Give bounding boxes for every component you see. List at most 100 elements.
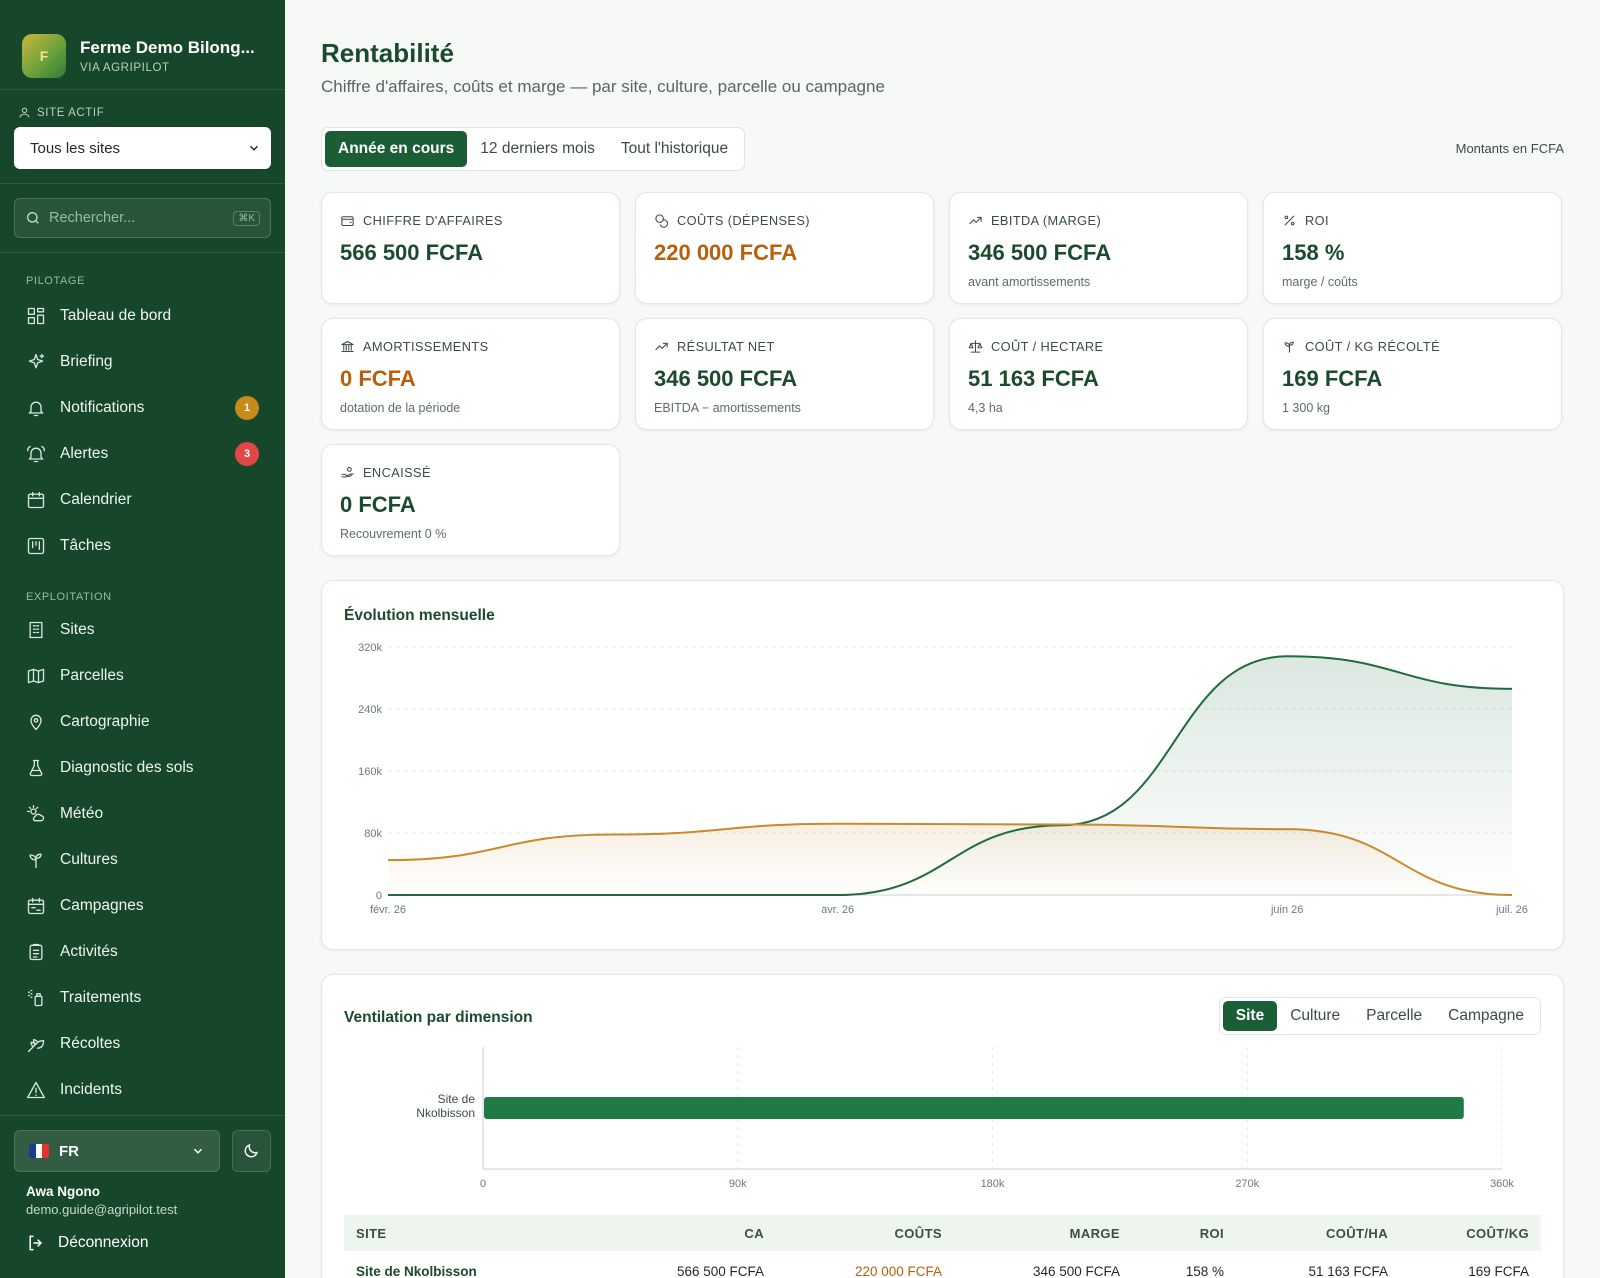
revenue-series-line[interactable] (388, 655, 1513, 896)
column-header-cout-kg[interactable]: COÛT/KG (1466, 1225, 1529, 1241)
x-tick-label: 0 (480, 1178, 486, 1190)
column-header-roi[interactable]: ROI (1199, 1225, 1224, 1241)
bell-icon (28, 401, 44, 417)
kpi-encaisse: ENCAISSÉ 0 FCFA Recouvrement 0 % (321, 444, 620, 556)
sidebar-item-taches[interactable]: Tâches (0, 523, 285, 569)
sidebar-item-parcelles[interactable]: Parcelles (0, 653, 285, 699)
sidebar-item-traitements[interactable]: Traitements (0, 975, 285, 1021)
sidebar-item-notifications[interactable]: Notifications 1 (0, 385, 285, 431)
kpi-couts: COÛTS (DÉPENSES) 220 000 FCFA (635, 192, 934, 304)
kpi-chiffre-affaires: CHIFFRE D'AFFAIRES 566 500 FCFA (321, 192, 620, 304)
cell-roi: 158 % (1185, 1263, 1224, 1278)
coins-icon (655, 214, 668, 228)
sidebar-item-label: Météo (60, 805, 104, 822)
y-category-label: Nkolbisson (416, 1106, 475, 1120)
kpi-label: COÛTS (DÉPENSES) (677, 213, 810, 228)
sidebar-item-label: Incidents (60, 1081, 123, 1098)
y-tick-label: 80k (364, 828, 382, 840)
sidebar-item-label: Traitements (60, 989, 142, 1006)
sidebar-item-meteo[interactable]: Météo (0, 791, 285, 837)
kpi-roi: ROI 158 % marge / coûts (1263, 192, 1562, 304)
sidebar-item-campagnes[interactable]: Campagnes (0, 883, 285, 929)
sidebar-item-cultures[interactable]: Cultures (0, 837, 285, 883)
user-name: Awa Ngono (26, 1184, 100, 1199)
monthly-evolution-chart: 0 80k 160k 240k 320k févr. 26 avr. 26 juin 26 ju… (358, 642, 1528, 916)
active-site-label: SITE ACTIF (14, 106, 271, 119)
sidebar-item-label: Campagnes (60, 897, 144, 914)
dimension-parcelle-button[interactable]: Parcelle (1366, 1007, 1423, 1024)
monthly-evolution-title: Évolution mensuelle (344, 607, 495, 624)
dimension-site-button[interactable]: Site (1222, 1001, 1278, 1031)
dimension-selector: Site Culture Parcelle Campagne (1218, 997, 1541, 1035)
sidebar-item-label: Parcelles (60, 667, 124, 684)
wheat-icon (27, 1039, 45, 1053)
cell-site: Site de Nkolbisson (356, 1263, 477, 1278)
logout-button[interactable]: Déconnexion (14, 1233, 271, 1253)
sidebar-item-sites[interactable]: Sites (0, 607, 285, 653)
site-select[interactable]: Tous les sites (14, 127, 271, 169)
chevron-down-icon (249, 145, 259, 151)
sidebar-item-incidents[interactable]: Incidents (0, 1067, 285, 1113)
sidebar-item-alertes[interactable]: Alertes 3 (0, 431, 285, 477)
period-all-history-button[interactable]: Tout l'historique (620, 140, 729, 157)
farm-logo: F (22, 33, 66, 78)
search-input[interactable]: Rechercher... ⌘K (14, 198, 271, 238)
kpi-value: 169 FCFA (1282, 366, 1383, 391)
sidebar-item-calendrier[interactable]: Calendrier (0, 477, 285, 523)
warning-icon (27, 1081, 45, 1099)
period-current-year-button[interactable]: Année en cours (325, 131, 468, 167)
search-block: Rechercher... ⌘K (0, 184, 285, 253)
column-header-site[interactable]: SITE (356, 1225, 387, 1241)
logout-label: Déconnexion (58, 1234, 149, 1251)
brand-header[interactable]: F Ferme Demo Bilong... VIA AGRIPILOT (0, 0, 285, 90)
column-header-couts[interactable]: COÛTS (894, 1225, 942, 1241)
kpi-value: 346 500 FCFA (654, 366, 798, 391)
spray-icon (27, 989, 43, 1007)
sprout-icon (29, 853, 42, 869)
active-site-label-text: SITE ACTIF (37, 106, 105, 119)
sidebar-item-recoltes[interactable]: Récoltes (0, 1021, 285, 1067)
column-header-marge[interactable]: MARGE (1069, 1225, 1120, 1241)
kpi-note: 4,3 ha (968, 401, 1003, 415)
kpi-note: marge / coûts (1282, 275, 1358, 289)
sidebar-item-tableau-de-bord[interactable]: Tableau de bord (0, 293, 285, 339)
theme-toggle-button[interactable] (231, 1130, 271, 1172)
logout-icon (29, 1235, 43, 1251)
sidebar-item-label: Tâches (60, 537, 111, 554)
language-select[interactable]: FR (14, 1130, 220, 1172)
bell-ring-icon (27, 445, 45, 463)
kpi-note: avant amortissements (968, 275, 1091, 289)
period-12-months-button[interactable]: 12 derniers mois (480, 140, 595, 157)
cell-marge: 346 500 FCFA (1032, 1263, 1120, 1278)
x-tick-label: 90k (729, 1178, 747, 1190)
column-header-ca[interactable]: CA (744, 1225, 764, 1241)
flask-icon (29, 759, 43, 777)
clipboard-icon (29, 943, 43, 961)
scale-icon (968, 340, 983, 353)
calendar-icon (27, 491, 45, 509)
kpi-value: 220 000 FCFA (654, 240, 798, 265)
kpi-label: COÛT / HECTARE (991, 339, 1104, 354)
sidebar-item-label: Diagnostic des sols (60, 759, 194, 776)
kpi-cout-hectare: COÛT / HECTARE 51 163 FCFA 4,3 ha (949, 318, 1248, 430)
user-email: demo.guide@agripilot.test (26, 1202, 178, 1217)
sidebar-item-cartographie[interactable]: Cartographie (0, 699, 285, 745)
sidebar-item-briefing[interactable]: Briefing (0, 339, 285, 385)
trend-up-icon (969, 216, 982, 225)
kpi-amortissements: AMORTISSEMENTS 0 FCFA dotation de la pér… (321, 318, 620, 430)
table-row[interactable]: Site de Nkolbisson 566 500 FCFA 220 000 … (344, 1251, 1541, 1278)
trend-up-icon (655, 342, 668, 351)
column-header-cout-ha[interactable]: COÛT/HA (1325, 1225, 1388, 1241)
dimension-campagne-button[interactable]: Campagne (1448, 1007, 1524, 1024)
sidebar-item-diagnostic-des-sols[interactable]: Diagnostic des sols (0, 745, 285, 791)
kpi-note: 1 300 kg (1282, 401, 1330, 415)
sidebar-item-label: Cultures (60, 851, 118, 868)
dimension-culture-button[interactable]: Culture (1290, 1007, 1341, 1024)
bar[interactable] (484, 1097, 1464, 1119)
sidebar-item-activites[interactable]: Activités (0, 929, 285, 975)
language-value: FR (59, 1142, 79, 1160)
cost-series-line[interactable] (387, 822, 1513, 896)
x-tick-label: 360k (1490, 1178, 1514, 1190)
breakdown-table-header: SITE CA COÛTS MARGE ROI COÛT/HA COÛT/KG (344, 1215, 1541, 1251)
site-select-value: Tous les sites (30, 139, 121, 157)
